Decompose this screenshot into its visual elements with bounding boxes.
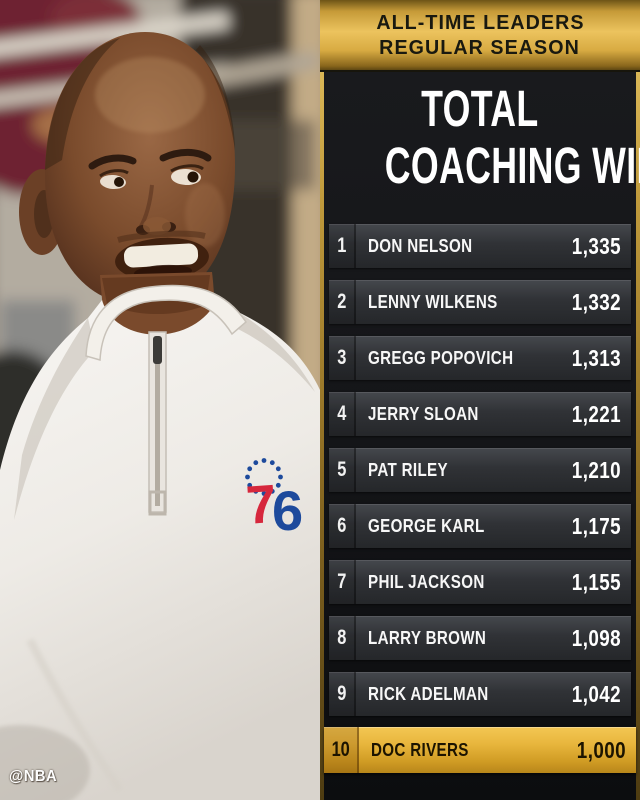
row-coach-name: RICK ADELMAN — [368, 683, 489, 704]
row-coach-name: GREGG POPOVICH — [368, 347, 514, 368]
gold-border-left — [320, 0, 324, 800]
sixers-logo-six: 6 — [272, 479, 303, 542]
collar — [85, 284, 247, 361]
title-line1: TOTAL — [421, 80, 539, 137]
row-coach-name: PAT RILEY — [368, 459, 448, 480]
row-rank: 5 — [329, 448, 356, 492]
row-wins-value: 1,098 — [571, 624, 621, 651]
photo-illustration: 7 6 — [0, 0, 320, 800]
leaderboard-row: 4 JERRY SLOAN 1,221 — [329, 392, 631, 436]
row-rank: 8 — [329, 616, 356, 660]
photo-doc-rivers: 7 6 @NBA — [0, 0, 320, 800]
sixers-logo: 7 6 — [244, 458, 303, 542]
row-rank: 1 — [329, 224, 356, 268]
nba-watermark: @NBA — [9, 768, 58, 785]
doc-rivers-head — [19, 32, 235, 310]
row-coach-name: LENNY WILKENS — [368, 291, 498, 312]
row-coach-name: DOC RIVERS — [371, 739, 469, 760]
row-wins-value: 1,175 — [571, 512, 621, 539]
row-wins-value: 1,332 — [571, 288, 621, 315]
row-rank: 10 — [324, 727, 359, 773]
leaderboard-row: 8 LARRY BROWN 1,098 — [329, 616, 631, 660]
row-wins-value: 1,221 — [571, 400, 621, 427]
gold-border-right — [636, 0, 640, 800]
leaderboard-row: 6 GEORGE KARL 1,175 — [329, 504, 631, 548]
page-title: TOTAL COACHING WINS — [320, 80, 640, 194]
banner-line2: REGULAR SEASON — [379, 36, 581, 59]
row-wins-value: 1,313 — [571, 344, 621, 371]
leaderboard-rows: 1 DON NELSON 1,335 2 LENNY WILKENS 1,332… — [324, 224, 636, 773]
row-rank: 9 — [329, 672, 356, 716]
row-coach-name: DON NELSON — [368, 235, 473, 256]
leaderboard-row: 9 RICK ADELMAN 1,042 — [329, 672, 631, 716]
row-wins-value: 1,210 — [571, 456, 621, 483]
eyes — [99, 164, 204, 190]
row-wins-value: 1,335 — [571, 232, 621, 259]
row-coach-name: LARRY BROWN — [368, 627, 487, 648]
leaderboard-row: 1 DON NELSON 1,335 — [329, 224, 631, 268]
row-coach-name: PHIL JACKSON — [368, 571, 485, 592]
row-coach-name: JERRY SLOAN — [368, 403, 479, 424]
jacket: 7 6 — [0, 284, 320, 800]
banner-line1: ALL-TIME LEADERS — [375, 11, 585, 34]
row-wins-value: 1,000 — [576, 736, 626, 763]
sixers-logo-stars — [245, 458, 283, 496]
row-wins-value: 1,042 — [571, 680, 621, 707]
smile — [115, 230, 209, 281]
row-rank: 3 — [329, 336, 356, 380]
row-wins-value: 1,155 — [571, 568, 621, 595]
leaderboard-row: 7 PHIL JACKSON 1,155 — [329, 560, 631, 604]
row-rank: 7 — [329, 560, 356, 604]
leaderboard-row: 3 GREGG POPOVICH 1,313 — [329, 336, 631, 380]
zipper — [148, 331, 167, 516]
leaderboard-row: 5 PAT RILEY 1,210 — [329, 448, 631, 492]
row-coach-name: GEORGE KARL — [368, 515, 485, 536]
header-banner: ALL-TIME LEADERS REGULAR SEASON — [320, 0, 640, 72]
leaderboard-row: 10 DOC RIVERS 1,000 — [324, 727, 636, 773]
sixers-logo-seven: 7 — [244, 474, 278, 536]
leaderboard-row: 2 LENNY WILKENS 1,332 — [329, 280, 631, 324]
title-line2: COACHING WINS — [384, 137, 640, 194]
row-rank: 6 — [329, 504, 356, 548]
leaderboard-panel: ALL-TIME LEADERS REGULAR SEASON TOTAL CO… — [320, 0, 640, 800]
row-rank: 4 — [329, 392, 356, 436]
row-rank: 2 — [329, 280, 356, 324]
